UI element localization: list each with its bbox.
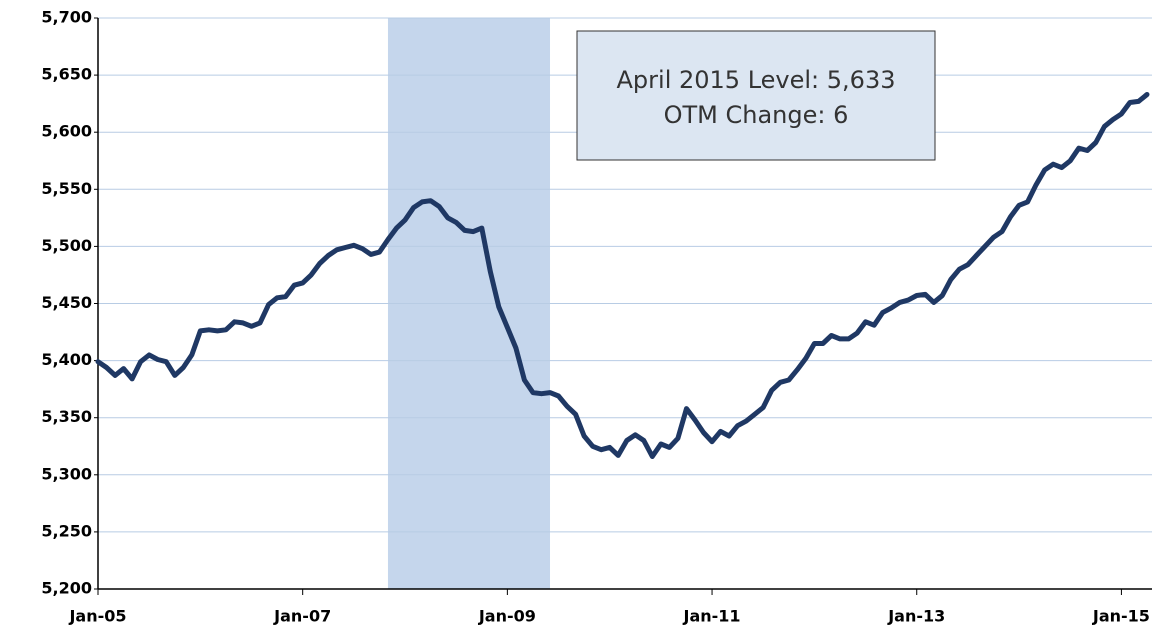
x-tick-label: Jan-13	[887, 607, 945, 626]
y-tick-label: 5,500	[41, 236, 92, 255]
x-tick-label: Jan-15	[1092, 607, 1150, 626]
y-tick-label: 5,250	[41, 521, 92, 540]
x-tick-label: Jan-07	[273, 607, 331, 626]
y-tick-label: 5,700	[41, 8, 92, 27]
y-tick-label: 5,350	[41, 407, 92, 426]
x-tick-label: Jan-09	[478, 607, 536, 626]
x-tick-label: Jan-11	[683, 607, 741, 626]
annotation: OTM Change: 6	[664, 101, 849, 129]
y-tick-label: 5,200	[41, 579, 92, 598]
y-tick-label: 5,600	[41, 122, 92, 141]
y-tick-label: 5,300	[41, 464, 92, 483]
data-line	[95, 92, 1150, 459]
annotation-box	[576, 30, 936, 161]
y-tick-label: 5,450	[41, 293, 92, 312]
y-tick-label: 5,400	[41, 350, 92, 369]
y-tick-label: 5,550	[41, 179, 92, 198]
y-tick-label: 5,650	[41, 65, 92, 84]
annotation: April 2015 Level: 5,633	[617, 66, 896, 94]
x-tick-label: Jan-05	[68, 607, 126, 626]
